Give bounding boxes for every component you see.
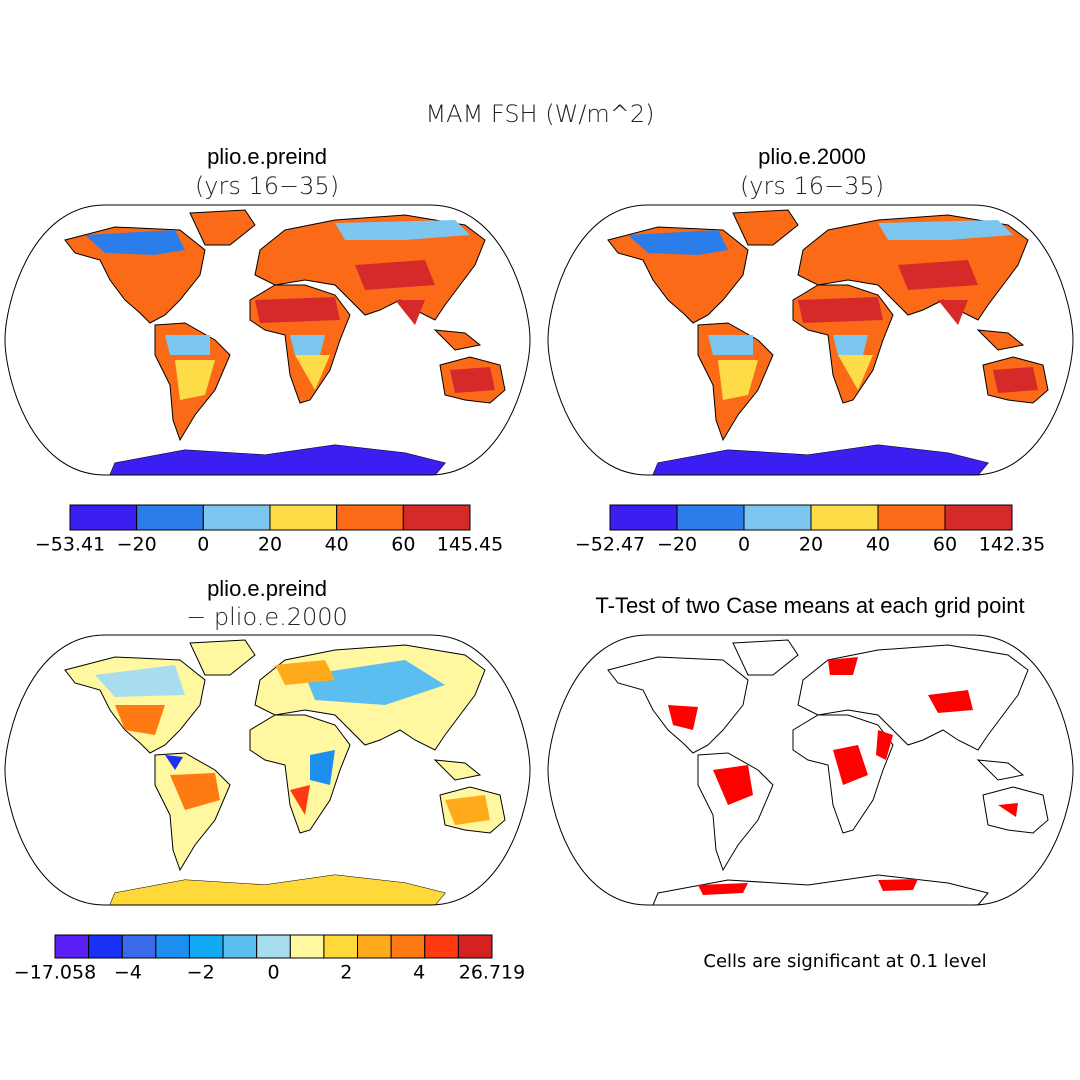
- colorbar-box: [336, 504, 404, 531]
- colorbar-box: [136, 504, 204, 531]
- colorbar-label: 0: [738, 534, 750, 556]
- colorbar-label: −2: [187, 962, 215, 984]
- colorbar-label: 142.35: [979, 534, 1045, 556]
- colorbar-box: [155, 934, 190, 959]
- colorbar-box: [457, 934, 493, 959]
- colorbar-label: −20: [657, 534, 697, 556]
- colorbar-label: 40: [325, 534, 349, 556]
- map: [4, 204, 531, 476]
- colorbar-label: −17.058: [14, 962, 96, 984]
- colorbar-box: [188, 934, 224, 959]
- panel-title: plio.e.preind: [207, 576, 327, 601]
- panel-title: T-Test of two Case means at each grid po…: [595, 593, 1024, 618]
- panel-title: plio.e.2000: [758, 144, 866, 169]
- colorbar-label: 26.719: [459, 962, 525, 984]
- map: [4, 634, 531, 906]
- colorbar-box: [743, 504, 812, 531]
- colorbar-box: [944, 504, 1013, 531]
- colorbar-box: [402, 504, 471, 531]
- colorbar-label: 20: [799, 534, 823, 556]
- footnote: Cells are significant at 0.1 level: [703, 951, 986, 972]
- colorbar-box: [609, 504, 678, 531]
- colorbar-box: [121, 934, 157, 959]
- colorbar-box: [323, 934, 359, 959]
- colorbar-box: [256, 934, 291, 959]
- colorbar-box: [424, 934, 459, 959]
- colorbar-label: 4: [413, 962, 425, 984]
- colorbar-label: 2: [340, 962, 352, 984]
- panel-title: plio.e.preind: [207, 144, 327, 169]
- colorbar-label: 40: [866, 534, 890, 556]
- colorbar-label: 60: [933, 534, 957, 556]
- colorbar-box: [877, 504, 946, 531]
- map: [547, 204, 1074, 476]
- colorbar-box: [390, 934, 426, 959]
- colorbar-label: 0: [267, 962, 279, 984]
- colorbar-box: [69, 504, 138, 531]
- colorbar-box: [269, 504, 338, 531]
- colorbar-box: [54, 934, 90, 959]
- panel-subtitle: − plio.e.2000: [186, 603, 348, 631]
- colorbar-box: [676, 504, 745, 531]
- colorbar-box: [289, 934, 325, 959]
- figure-title: MAM FSH (W/m^2): [425, 100, 654, 128]
- colorbar-box: [88, 934, 123, 959]
- colorbar-label: −53.41: [35, 534, 105, 556]
- colorbar-label: 0: [197, 534, 209, 556]
- colorbar-label: 20: [258, 534, 282, 556]
- colorbar-box: [202, 504, 271, 531]
- colorbar-box: [810, 504, 879, 531]
- colorbar-label: 60: [391, 534, 415, 556]
- colorbar-label: 145.45: [437, 534, 503, 556]
- colorbar-label: −20: [117, 534, 157, 556]
- colorbar-label: −52.47: [575, 534, 645, 556]
- map: [547, 634, 1074, 906]
- panel-subtitle: (yrs 16−35): [740, 172, 884, 200]
- colorbar-box: [357, 934, 392, 959]
- colorbar-box: [222, 934, 258, 959]
- colorbar-label: −4: [114, 962, 142, 984]
- panel-subtitle: (yrs 16−35): [195, 172, 339, 200]
